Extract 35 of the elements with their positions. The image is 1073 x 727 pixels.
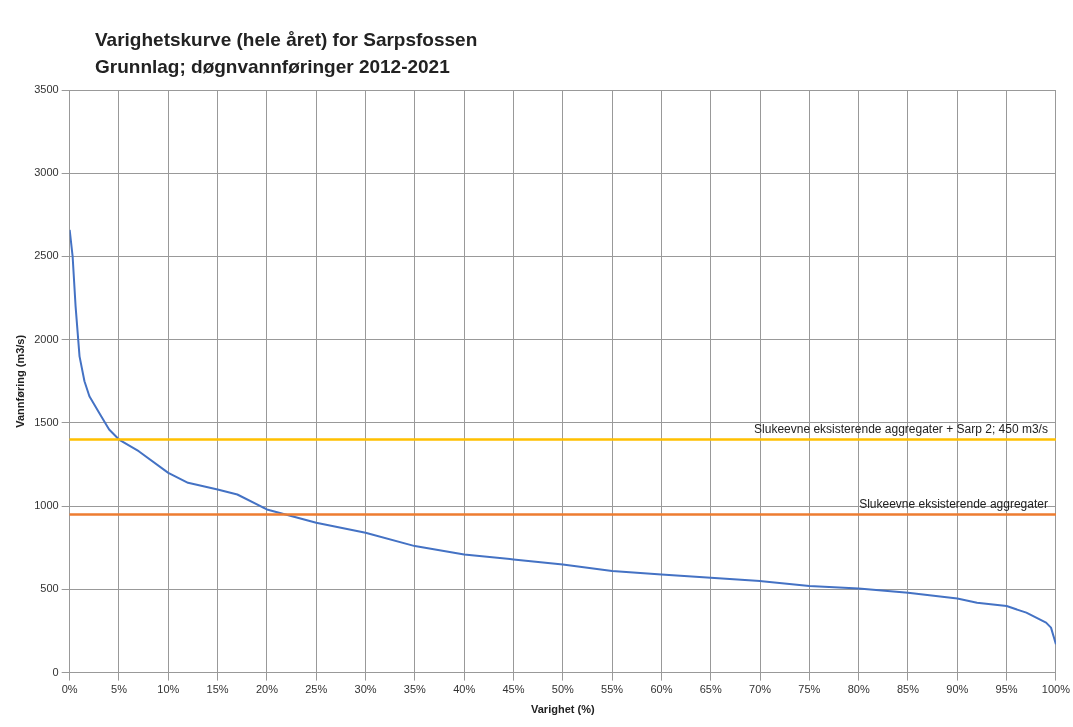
- x-tick-label: 10%: [157, 683, 180, 696]
- y-tick-label: 3500: [34, 83, 59, 96]
- y-tick-label: 3000: [34, 166, 59, 179]
- ref-line-label: Slukeevne eksisterende aggregater: [859, 496, 1048, 511]
- x-tick-label: 35%: [403, 683, 427, 696]
- y-tick-label: 0: [52, 665, 59, 678]
- x-tick-label: 40%: [453, 683, 476, 696]
- x-axis-title: Varighet (%): [531, 703, 595, 716]
- ref-line-label: Slukeevne eksisterende aggregater + Sarp 2; 450 m3/s: [754, 421, 1048, 436]
- x-tick-label: 85%: [896, 683, 920, 696]
- x-tick-label: 65%: [699, 683, 722, 696]
- y-tick-label: 2000: [34, 332, 59, 345]
- x-tick-label: 20%: [255, 683, 279, 696]
- y-tick-label: 1000: [34, 499, 59, 512]
- x-tick-label: 30%: [354, 683, 377, 696]
- y-tick-label: 500: [40, 582, 59, 595]
- x-tick-label: 90%: [946, 683, 969, 696]
- x-tick-label: 55%: [601, 683, 624, 696]
- x-tick-label: 75%: [798, 683, 821, 696]
- chart-title: Varighetskurve (hele året) for Sarpsfossen: [95, 28, 478, 52]
- x-tick-label: 50%: [551, 683, 575, 696]
- y-axis-title: Vannføring (m3/s): [13, 334, 26, 428]
- chart-subtitle: Grunnlag; døgnvannføringer 2012-2021: [95, 55, 451, 79]
- x-tick-label: 0%: [61, 683, 78, 696]
- x-tick-label: 25%: [305, 683, 328, 696]
- x-tick-label: 100%: [1041, 683, 1071, 696]
- x-tick-label: 80%: [847, 683, 870, 696]
- y-tick-label: 1500: [34, 415, 59, 428]
- y-tick-label: 2500: [34, 249, 59, 262]
- x-tick-label: 70%: [749, 683, 772, 696]
- x-tick-label: 95%: [995, 683, 1018, 696]
- x-tick-label: 60%: [650, 683, 673, 696]
- x-tick-label: 15%: [206, 683, 229, 696]
- x-tick-label: 45%: [502, 683, 525, 696]
- x-tick-label: 5%: [111, 683, 128, 696]
